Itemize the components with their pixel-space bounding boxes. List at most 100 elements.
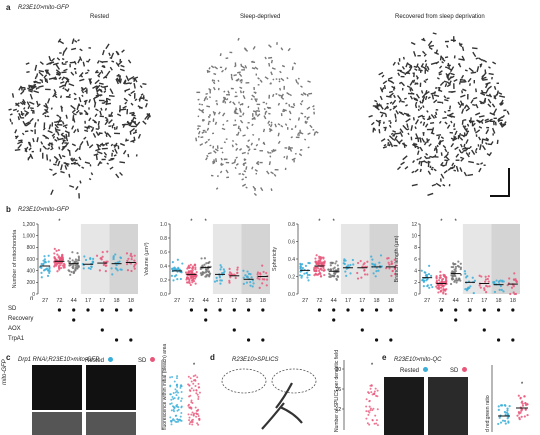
mitochondrion-mark: [426, 157, 431, 160]
mitochondrion-mark: [394, 113, 397, 119]
data-point: [322, 267, 325, 270]
panel-d-letter: d: [210, 353, 215, 362]
mitochondrion-mark: [68, 131, 70, 137]
mitochondrion-mark: [438, 140, 442, 146]
data-point: [180, 397, 183, 400]
mitochondrion-mark: [475, 57, 479, 60]
mitochondrion-mark: [38, 71, 44, 77]
data-point: [265, 271, 268, 275]
mitochondrion-mark: [487, 98, 492, 104]
mitochondrion-mark: [32, 112, 35, 114]
mitochondrion-mark: [472, 51, 477, 58]
data-point: [215, 279, 219, 282]
data-point: [53, 247, 56, 250]
mitochondrion-mark: [137, 133, 141, 139]
data-point: [180, 271, 183, 274]
mitochondrion-mark: [50, 107, 53, 110]
condition-dot: [72, 318, 76, 322]
mitochondrion-mark: [234, 91, 237, 94]
mitochondrion-mark: [300, 99, 304, 103]
data-point: [234, 276, 237, 280]
data-point: [371, 262, 374, 265]
data-point: [205, 270, 208, 273]
data-point: [441, 277, 445, 281]
data-point: [68, 257, 71, 260]
data-point: [349, 263, 352, 267]
significance-marker: *: [205, 219, 208, 225]
mitochondrion-mark: [492, 61, 497, 65]
legend-rested-e-swatch: [422, 367, 428, 372]
mitochondrion-mark: [209, 114, 211, 117]
mitochondrion-mark: [496, 90, 499, 96]
mitochondrion-mark: [378, 120, 382, 122]
n-label: 27: [424, 298, 430, 304]
data-point: [194, 277, 197, 280]
data-point: [133, 267, 136, 270]
data-point: [349, 272, 352, 275]
data-point: [323, 260, 326, 263]
n-label: 17: [85, 298, 91, 304]
mitochondrion-mark: [288, 118, 292, 121]
mitochondrion-mark: [128, 75, 135, 81]
mitochondrion-mark: [44, 108, 49, 114]
mitochondrion-mark: [272, 149, 277, 153]
mitochondrion-mark: [491, 103, 496, 108]
mitochondrion-mark: [474, 150, 478, 154]
mitochondrion-mark: [387, 76, 393, 80]
mitochondrion-mark: [22, 88, 27, 92]
mitochondrion-mark: [225, 138, 228, 140]
mitochondrion-mark: [437, 101, 442, 104]
mitochondrion-mark: [414, 82, 419, 86]
mitochondrion-mark: [111, 60, 115, 63]
shaded-region: [340, 224, 370, 294]
mitochondrion-mark: [237, 37, 240, 41]
data-point: [367, 410, 370, 413]
mitochondrion-mark: [211, 132, 215, 135]
mitochondrion-mark: [104, 86, 107, 91]
data-point: [196, 422, 199, 425]
mitochondrion-mark: [433, 147, 436, 152]
data-point: [114, 267, 117, 270]
mitochondrion-mark: [431, 166, 434, 169]
data-point: [47, 254, 50, 257]
data-point: [454, 274, 457, 278]
data-point: [194, 263, 197, 267]
mitochondrion-mark: [50, 57, 55, 62]
mitochondrion-mark: [64, 142, 68, 144]
mitochondrion-mark: [54, 121, 58, 123]
mitochondrion-mark: [112, 123, 115, 126]
mitochondrion-mark: [271, 67, 276, 70]
mitochondrion-mark: [63, 68, 68, 72]
mitochondrion-mark: [475, 112, 481, 116]
data-point: [365, 405, 368, 408]
mitochondrion-mark: [312, 105, 315, 108]
y-tick-label: 6: [414, 257, 417, 263]
mitochondrion-mark: [468, 119, 472, 124]
data-point: [77, 256, 81, 260]
n-label: 17: [99, 298, 105, 304]
n-label: 44: [331, 298, 337, 304]
mitochondrion-mark: [219, 170, 223, 174]
mitochondrion-mark: [58, 39, 65, 45]
mitochondrion-mark: [36, 137, 39, 143]
data-point: [61, 256, 64, 259]
data-point: [452, 275, 455, 278]
mitochondrion-mark: [388, 124, 392, 128]
mitochondrion-mark: [407, 132, 410, 136]
mitochondrion-mark: [459, 78, 465, 81]
mitochondrion-mark: [421, 38, 426, 42]
data-point: [192, 375, 195, 378]
mitochondrion-mark: [73, 129, 77, 134]
mitochondrion-mark: [431, 183, 437, 187]
mitochondrion-mark: [418, 105, 420, 108]
mitochondrion-mark: [97, 132, 101, 136]
mitochondrion-mark: [42, 152, 44, 159]
mitochondrion-mark: [255, 110, 257, 115]
mitochondrion-mark: [424, 123, 429, 128]
mitochondrion-mark: [50, 145, 54, 149]
mitochondrion-mark: [416, 150, 420, 156]
mitochondrion-mark: [92, 85, 98, 90]
mitochondrion-mark: [420, 62, 425, 68]
condition-dot: [189, 308, 194, 312]
data-point: [374, 275, 377, 278]
